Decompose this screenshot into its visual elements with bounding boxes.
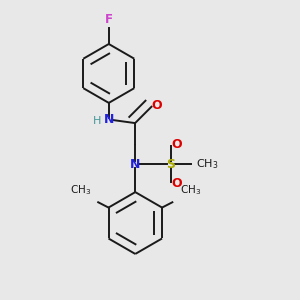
Text: O: O [172, 138, 182, 151]
Text: O: O [172, 177, 182, 190]
Text: CH$_3$: CH$_3$ [180, 184, 201, 197]
Text: H: H [93, 116, 101, 126]
Text: CH$_3$: CH$_3$ [196, 157, 218, 171]
Text: O: O [152, 99, 162, 112]
Text: F: F [105, 13, 113, 26]
Text: N: N [103, 113, 114, 127]
Text: S: S [166, 158, 175, 171]
Text: CH$_3$: CH$_3$ [70, 184, 91, 197]
Text: N: N [130, 158, 140, 171]
